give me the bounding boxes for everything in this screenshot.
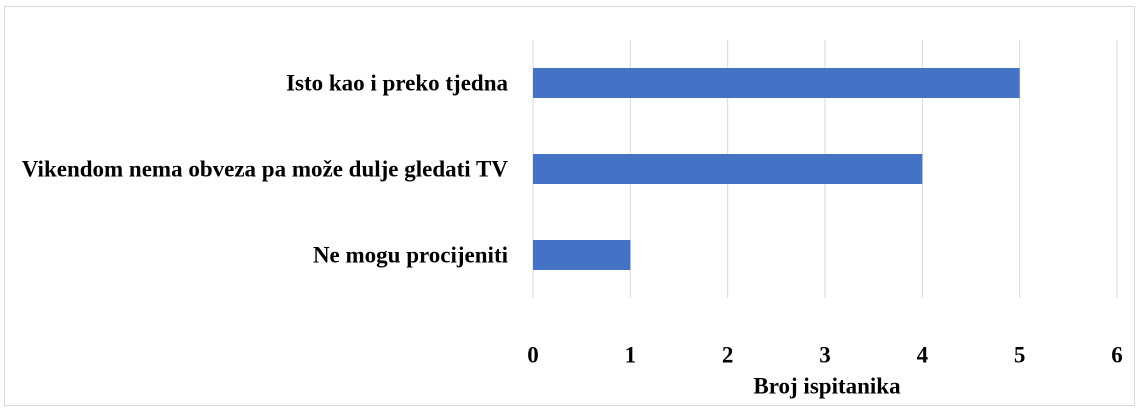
y-tick-label: Isto kao i preko tjedna — [286, 70, 508, 96]
x-tick-label: 2 — [722, 342, 734, 367]
y-tick-label: Vikendom nema obveza pa može dulje gleda… — [21, 156, 508, 182]
bar — [533, 240, 631, 270]
x-tick-label: 6 — [1111, 342, 1123, 367]
x-tick-label: 1 — [625, 342, 637, 367]
x-tick-label: 4 — [917, 342, 929, 367]
bar — [533, 154, 923, 184]
x-tick-label: 3 — [819, 342, 831, 367]
x-tick-label: 5 — [1014, 342, 1026, 367]
bar — [533, 68, 1020, 98]
x-tick-label: 0 — [527, 342, 539, 367]
x-axis-title: Broj ispitanika — [753, 373, 901, 398]
y-tick-label: Ne mogu procijeniti — [312, 242, 508, 268]
chart-border — [4, 6, 1135, 406]
